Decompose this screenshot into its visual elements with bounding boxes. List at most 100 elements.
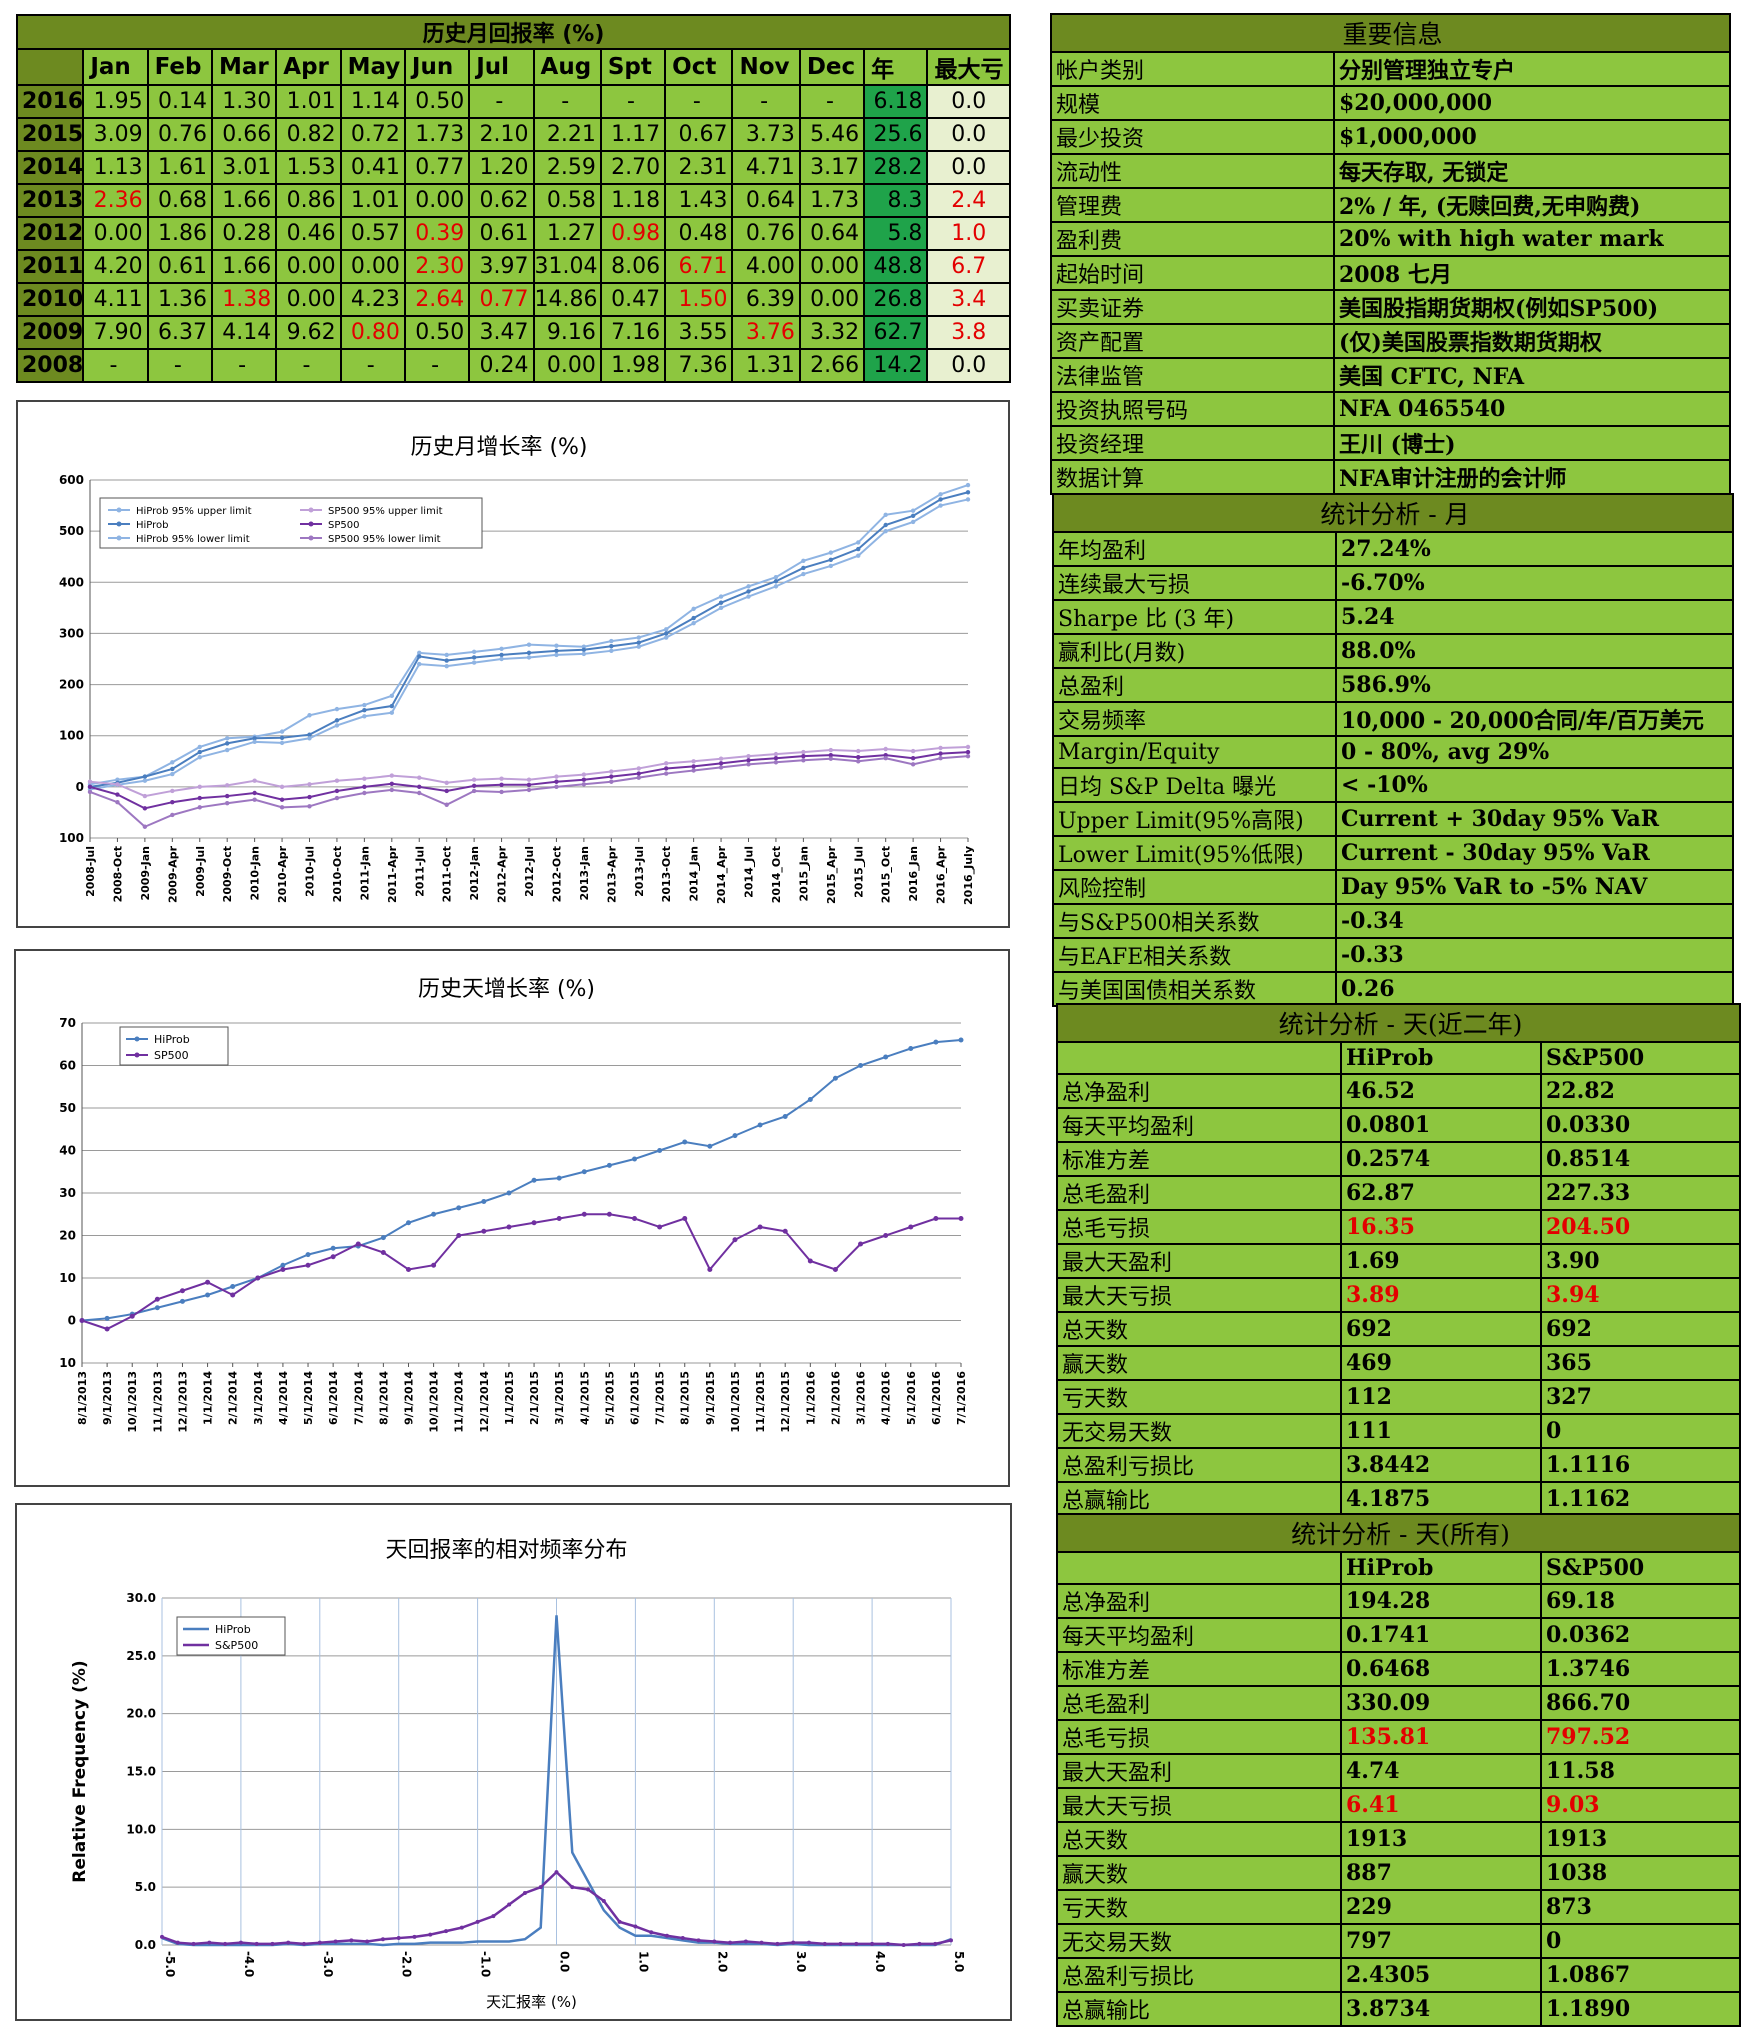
header-cell: Jul (468, 48, 535, 86)
sp500-value: 873 (1540, 1889, 1741, 1925)
y-tick-label: 5.0 (135, 1880, 156, 1894)
x-tick-label: 2010-Jan (249, 846, 262, 901)
annual-return-cell: 8.3 (863, 183, 929, 218)
x-tick-label: 2014_Apr (715, 845, 728, 904)
hiprob-value: 797 (1340, 1923, 1542, 1959)
month-return-cell: 0.68 (146, 183, 213, 218)
data-point (657, 1148, 663, 1153)
data-point (444, 788, 449, 794)
data-point (801, 753, 806, 759)
data-point (142, 824, 148, 829)
x-tick-label: 12/1/2015 (779, 1371, 792, 1433)
data-point (832, 1267, 838, 1272)
column-header-hiprob: HiProb (1340, 1041, 1542, 1075)
data-point (252, 797, 257, 802)
data-point (917, 1941, 922, 1946)
legend-box (119, 1026, 229, 1066)
data-point (807, 1097, 813, 1102)
legend-box (176, 1616, 286, 1656)
month-return-cell: 0.00 (275, 249, 342, 284)
x-tick-label: 5/1/2014 (302, 1371, 315, 1425)
data-point (205, 1279, 211, 1285)
data-point (636, 640, 641, 645)
row-value: -6.70% (1335, 565, 1734, 601)
row-label: 帐户类别 (1050, 51, 1335, 87)
month-return-cell: 0.82 (275, 117, 342, 152)
max-drawdown-cell: 0.0 (926, 150, 1011, 185)
month-return-cell: 0.39 (403, 216, 471, 251)
month-return-cell: - (275, 348, 342, 383)
data-point (570, 1885, 575, 1890)
legend: HiProb SP500 (119, 1026, 229, 1066)
table-row: 最大天亏损 3.89 3.94 (1056, 1277, 1742, 1313)
key-info-table: 重要信息 帐户类别 分别管理独立专户 规模 $20,000,000 最少投资 $1,000… (1049, 13, 1732, 495)
daily-stats-all-title: 统计分析 - 天(所有) (1056, 1513, 1741, 1553)
year-cell: 2012 (15, 216, 85, 251)
data-point (499, 652, 504, 658)
month-return-cell: 0.50 (403, 84, 471, 119)
data-point (252, 790, 257, 796)
table-row: 日均 S&P Delta 曝光 < -10% (1052, 767, 1734, 803)
month-return-cell: 0.00 (339, 249, 406, 284)
row-label: 与美国国债相关系数 (1052, 971, 1337, 1007)
data-point (506, 1224, 512, 1230)
data-point (938, 745, 943, 751)
data-point (775, 1941, 780, 1946)
annual-return-cell: 28.2 (863, 150, 929, 185)
x-tick-label: 9/1/2014 (402, 1371, 415, 1425)
row-label: 总盈利亏损比 (1056, 1957, 1342, 1993)
y-tick-label: 25.0 (126, 1649, 156, 1663)
annual-return-cell: 48.8 (863, 249, 929, 284)
key-info-title: 重要信息 (1049, 13, 1732, 53)
data-point (901, 1943, 906, 1947)
row-label: 总毛盈利 (1056, 1175, 1342, 1211)
data-point (746, 762, 751, 767)
table-row: 2010 4.11 1.36 1.38 0.00 4.23 2.64 0.77 14.86 0.4… (15, 282, 1011, 317)
data-point (773, 756, 779, 761)
data-point (632, 1216, 638, 1221)
data-point (197, 805, 202, 810)
row-label: 赢利比(月数) (1052, 633, 1337, 669)
data-point (828, 557, 834, 562)
row-label: 总天数 (1056, 1311, 1342, 1347)
data-point (175, 1940, 180, 1945)
max-drawdown-cell: 6.7 (926, 249, 1011, 284)
data-point (696, 1938, 701, 1943)
table-row: 2008- - - - - -0.24 0.00 1.98 7.36 1.31 2.66 14.2 0.… (15, 348, 1011, 383)
month-return-cell: 1.38 (210, 282, 278, 317)
month-return-cell: 31.04 (532, 249, 602, 284)
row-label: 流动性 (1050, 153, 1335, 189)
hiprob-value: 1913 (1340, 1821, 1542, 1857)
max-drawdown-cell: 3.8 (926, 315, 1011, 350)
data-point (938, 751, 943, 756)
hiprob-value: 6.41 (1340, 1787, 1542, 1823)
legend-marker (308, 521, 314, 527)
row-label: 亏天数 (1056, 1379, 1342, 1415)
data-point (170, 760, 175, 765)
table-row: 投资执照号码 NFA 0465540 (1050, 391, 1732, 427)
data-point (444, 802, 449, 807)
table-row: 2016 1.95 0.14 1.30 1.01 1.14 0.50- - - - - -6.18 0.… (15, 84, 1011, 119)
y-tick-label: 20 (59, 1229, 76, 1243)
data-point (170, 771, 175, 777)
data-point (87, 784, 93, 790)
table-row: 2015 3.09 0.76 0.66 0.82 0.72 1.73 2.10 2.21 1.17… (15, 117, 1011, 152)
table-row: 2014 1.13 1.61 3.01 1.53 0.41 0.77 1.20 2.59 2.70… (15, 150, 1011, 185)
monthly-stats-table: 统计分析 - 月 年均盈利 27.24% 连续最大亏损 -6.70% Sharpe 比 … (1052, 493, 1734, 1007)
x-tick-label: 2011-Jan (358, 846, 371, 901)
data-point (554, 784, 559, 790)
data-point (389, 710, 395, 715)
row-value: -0.34 (1335, 903, 1734, 939)
data-point (554, 648, 559, 654)
data-point (279, 784, 285, 790)
data-point (680, 1936, 685, 1941)
x-tick-label: 2010-Apr (276, 845, 289, 903)
month-return-cell: 1.73 (798, 183, 866, 218)
table-row: 总天数 1913 1913 (1056, 1821, 1741, 1857)
data-point (389, 693, 395, 699)
row-label: 总赢输比 (1056, 1991, 1342, 2027)
sp500-value: 1038 (1540, 1855, 1741, 1891)
data-point (307, 713, 312, 718)
data-point (965, 482, 971, 488)
data-point (279, 729, 285, 734)
